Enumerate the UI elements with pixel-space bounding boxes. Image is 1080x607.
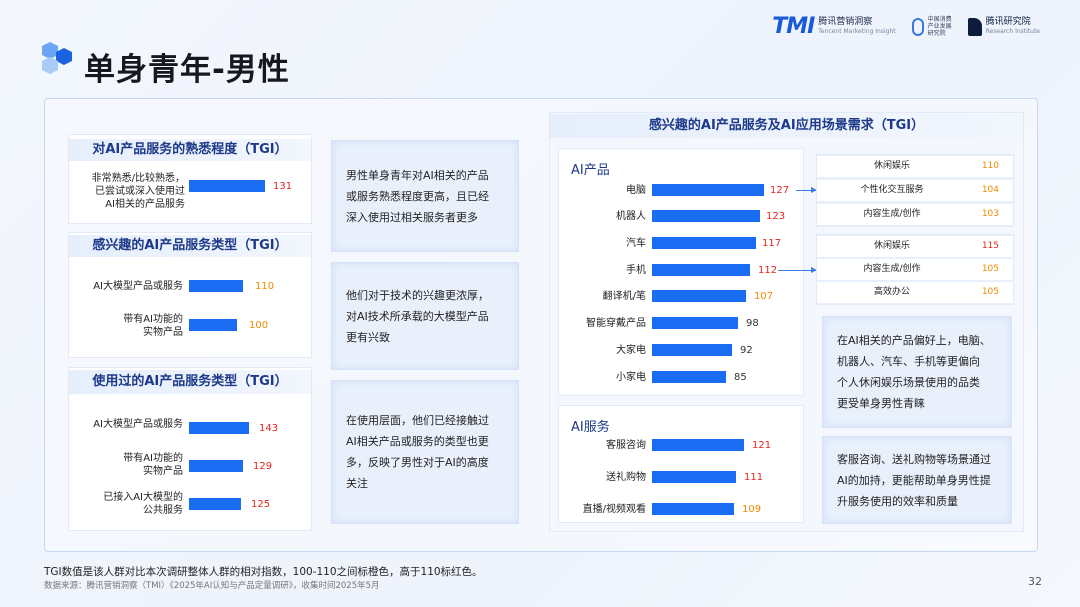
product-bar-1 [652,210,760,222]
computer-scene-1: 个性化交互服务 104 [817,180,1013,201]
phone-scene-1: 内容生成/创作 105 [817,259,1013,280]
used-bar-0 [189,422,249,434]
ai-products-heading: AI产品 [571,163,610,178]
product-value-2: 117 [762,238,782,249]
ai-services-heading: AI服务 [571,420,610,435]
product-bar-6 [652,344,732,356]
product-value-6: 92 [740,345,753,356]
familiarity-label: 非常熟悉/比较熟悉， 已尝试或深入使用过 AI相关的产品服务 [91,173,185,210]
product-label-2: 汽车 [626,238,646,249]
service-label-2: 直播/视频观看 [582,504,646,515]
product-label-0: 电脑 [626,185,646,196]
computer-scene-0: 休闲娱乐 110 [817,156,1013,177]
research-center-logo: 中国消费 产业发展 研究院 [911,16,952,37]
service-label-0: 客服咨询 [606,440,646,451]
interest-bar-0 [189,280,243,292]
interest-label-0: AI大模型产品或服务 [93,281,183,292]
hexagon-logo-icon [42,42,72,74]
used-value-2: 125 [251,499,271,510]
note-interest: 他们对于技术的兴趣更浓厚， 对AI技术所承载的大模型产品 更有兴致 [331,262,519,370]
product-value-0: 127 [770,185,790,196]
interest-value-0: 110 [255,281,275,292]
used-title: 使用过的AI产品服务类型（TGI） [69,370,311,394]
tgi-footnote: TGI数值是该人群对比本次调研整体人群的相对指数，100-110之间标橙色，高于… [44,566,483,578]
familiarity-bar [189,180,265,192]
note-used: 在使用层面，他们已经接触过 AI相关产品或服务的类型也更 多，反映了男性对于AI的高… [331,380,519,524]
product-bar-5 [652,317,738,329]
interest-label-1: 带有AI功能的 实物产品 [123,314,183,338]
header-logos: TMI 腾讯营销洞察 Tencent Marketing Insight 中国消费… [772,14,1040,39]
service-value-2: 109 [742,504,762,515]
used-label-2: 已接入AI大模型的 公共服务 [103,492,183,516]
product-bar-7 [652,371,726,383]
computer-arrow-icon [796,187,817,193]
interest-value-1: 100 [249,320,269,331]
product-bar-4 [652,290,746,302]
used-value-1: 129 [253,461,273,472]
used-bar-2 [189,498,241,510]
product-value-5: 98 [746,318,759,329]
service-bar-0 [652,439,744,451]
right-panel-title: 感兴趣的AI产品服务及AI应用场景需求（TGI） [550,114,1023,138]
interest-title: 感兴趣的AI产品服务类型（TGI） [69,235,311,257]
note-services: 客服咨询、送礼购物等场景通过 AI的加持，更能帮助单身男性提 升服务使用的效率和质量 [822,436,1012,524]
used-panel: 使用过的AI产品服务类型（TGI） AI大模型产品或服务 143 带有AI功能的… [68,367,312,531]
page-title: 单身青年-男性 [84,52,290,88]
page-number: 32 [1028,575,1042,588]
product-value-1: 123 [766,211,786,222]
phone-scene-0: 休闲娱乐 115 [817,236,1013,257]
service-value-1: 111 [744,472,764,483]
used-value-0: 143 [259,423,279,434]
service-bar-1 [652,471,736,483]
familiarity-title: 对AI产品服务的熟悉程度（TGI） [69,139,311,161]
used-bar-1 [189,460,243,472]
product-label-7: 小家电 [616,372,646,383]
phone-arrow-icon [778,267,817,273]
phone-scene-2: 高效办公 105 [817,282,1013,303]
computer-scene-2: 内容生成/创作 103 [817,204,1013,225]
product-label-3: 手机 [626,265,646,276]
familiarity-value: 131 [273,181,293,192]
product-label-1: 机器人 [616,211,646,222]
service-bar-2 [652,503,734,515]
product-bar-3 [652,264,750,276]
tencent-research-logo: 腾讯研究院 Research Institute [967,17,1040,37]
interest-bar-1 [189,319,237,331]
data-source: 数据来源：腾讯营销洞察（TMI）《2025年AI认知与产品定量调研》，收集时间2… [44,581,380,591]
tmi-logo: TMI 腾讯营销洞察 Tencent Marketing Insight [772,14,896,39]
used-label-1: 带有AI功能的 实物产品 [123,453,183,477]
service-value-0: 121 [752,440,772,451]
product-value-4: 107 [754,291,774,302]
used-label-0: AI大模型产品或服务 [93,419,183,430]
service-label-1: 送礼购物 [606,472,646,483]
product-bar-2 [652,237,756,249]
interest-panel: 感兴趣的AI产品服务类型（TGI） AI大模型产品或服务 110 带有AI功能的… [68,232,312,358]
product-value-7: 85 [734,372,747,383]
product-label-4: 翻译机/笔 [602,291,646,302]
product-label-6: 大家电 [616,345,646,356]
product-label-5: 智能穿戴产品 [586,318,646,329]
note-familiarity: 男性单身青年对AI相关的产品 或服务熟悉程度更高，且已经 深入使用过相关服务者更多 [331,140,519,252]
product-value-3: 112 [758,265,778,276]
familiarity-panel: 对AI产品服务的熟悉程度（TGI） 非常熟悉/比较熟悉， 已尝试或深入使用过 A… [68,134,312,224]
product-bar-0 [652,184,764,196]
note-products: 在AI相关的产品偏好上，电脑、 机器人、汽车、手机等更偏向 个人休闲娱乐场景使用的品… [822,316,1012,428]
